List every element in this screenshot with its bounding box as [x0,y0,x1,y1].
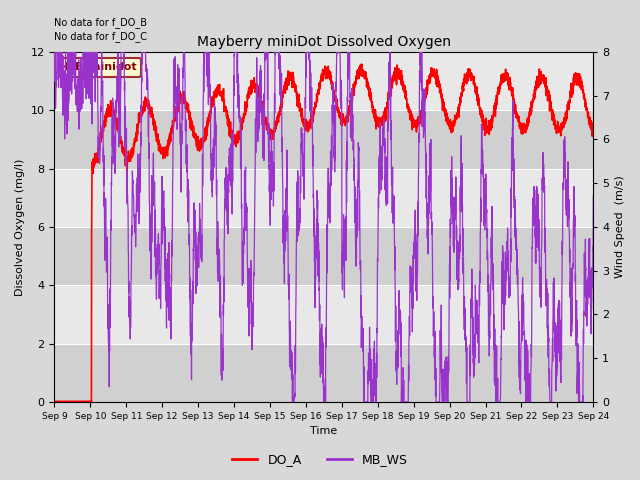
X-axis label: Time: Time [310,426,337,436]
Bar [54,227,593,285]
Title: Mayberry miniDot Dissolved Oxygen: Mayberry miniDot Dissolved Oxygen [197,36,451,49]
Y-axis label: Dissolved Oxygen (mg/l): Dissolved Oxygen (mg/l) [15,158,25,296]
Legend: DO_A, MB_WS: DO_A, MB_WS [227,448,413,471]
Bar [54,344,593,402]
Bar [54,110,593,168]
Text: No data for f_DO_C: No data for f_DO_C [54,31,147,42]
Y-axis label: Wind Speed  (m/s): Wind Speed (m/s) [615,176,625,278]
Legend: MB_minidot: MB_minidot [60,58,141,77]
Text: No data for f_DO_B: No data for f_DO_B [54,17,147,28]
